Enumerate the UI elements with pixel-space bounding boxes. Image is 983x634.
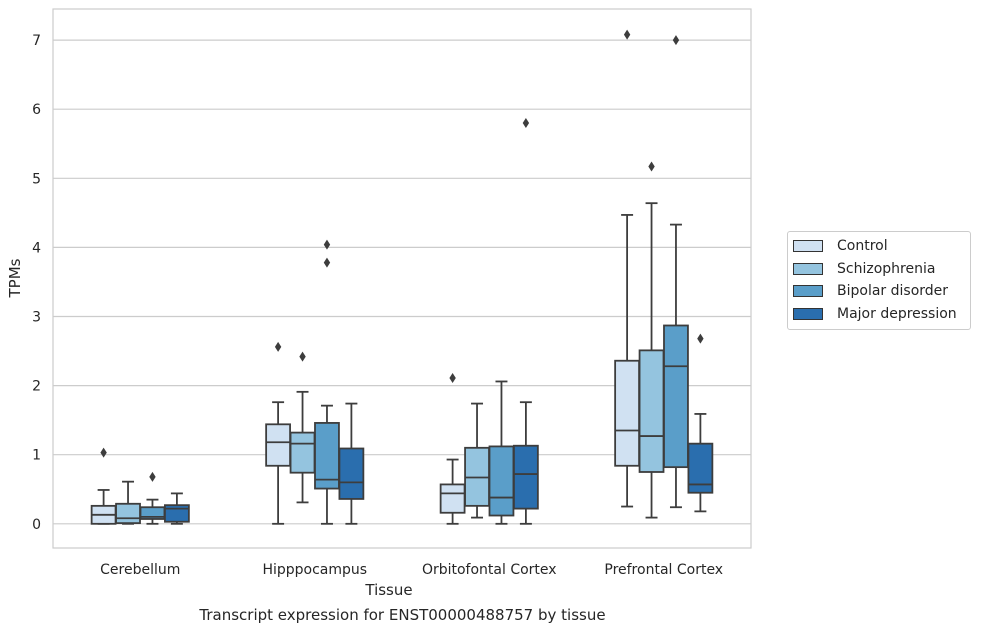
box-control xyxy=(90,447,117,525)
y-tick-label: 4 xyxy=(32,240,41,256)
legend-item: Control xyxy=(788,235,970,258)
legend-swatch xyxy=(793,285,823,298)
x-tick-label: Orbitofontal Cortex xyxy=(422,562,557,578)
legend-item: Bipolar disorder xyxy=(788,280,970,303)
box-major-depression xyxy=(687,333,714,513)
outlier-point xyxy=(323,257,331,268)
y-tick-label: 7 xyxy=(32,33,41,49)
x-tick-label: Prefrontal Cortex xyxy=(604,562,723,578)
box-iqr xyxy=(638,349,665,473)
y-tick-label: 3 xyxy=(32,310,41,326)
x-tick-label: Hipppocampus xyxy=(262,562,367,578)
outlier-point xyxy=(648,161,655,172)
box-iqr xyxy=(439,483,466,514)
box-schizophrenia xyxy=(289,351,316,504)
y-tick-labels: 0 1 2 3 4 5 6 7 xyxy=(32,33,41,533)
box-control xyxy=(439,373,466,525)
box-schizophrenia xyxy=(115,480,141,525)
y-tick-label: 1 xyxy=(32,448,41,464)
box-control xyxy=(265,341,291,525)
y-tick-label: 0 xyxy=(32,517,41,533)
legend-item: Major depression xyxy=(788,303,970,326)
box-schizophrenia xyxy=(638,161,665,519)
outlier-point xyxy=(623,29,631,40)
y-axis-label: TPMs xyxy=(6,258,24,298)
box-major-depression xyxy=(513,118,539,525)
legend-swatch xyxy=(793,307,823,320)
box-iqr xyxy=(289,431,316,474)
box-iqr xyxy=(687,442,714,494)
y-tick-label: 6 xyxy=(32,102,41,118)
outlier-point xyxy=(299,351,306,362)
box-major-depression xyxy=(164,492,190,525)
box-iqr xyxy=(164,504,190,523)
y-tick-label: 2 xyxy=(32,379,41,395)
x-tick-label: Cerebellum xyxy=(100,562,180,578)
legend-label: Bipolar disorder xyxy=(837,283,949,300)
box-bipolar-disorder xyxy=(139,471,166,525)
box-bipolar-disorder xyxy=(488,380,515,525)
box-iqr xyxy=(115,502,141,525)
outlier-point xyxy=(449,373,456,384)
legend: Control Schizophrenia Bipolar disorder Majo… xyxy=(787,231,971,330)
box-iqr xyxy=(338,447,365,500)
box-control xyxy=(614,29,640,508)
box-iqr xyxy=(663,324,689,469)
box-iqr xyxy=(513,444,539,510)
y-tick-label: 5 xyxy=(32,171,41,187)
box-groups xyxy=(90,29,714,525)
outlier-point xyxy=(522,118,530,129)
figure-caption: Transcript expression for ENST0000048875… xyxy=(199,606,606,624)
box-major-depression xyxy=(338,402,365,525)
legend-swatch xyxy=(793,262,823,275)
box-iqr xyxy=(488,445,515,517)
plot-frame xyxy=(52,8,752,549)
outlier-point xyxy=(323,239,331,250)
legend-label: Schizophrenia xyxy=(837,260,936,277)
outlier-point xyxy=(100,447,107,458)
x-axis-label: Tissue xyxy=(364,581,412,599)
legend-label: Major depression xyxy=(837,305,957,322)
gridlines xyxy=(53,39,751,525)
outlier-point xyxy=(672,35,680,46)
legend-item: Schizophrenia xyxy=(788,258,970,281)
x-tick-labels: Cerebellum Hipppocampus Orbitofontal Corte… xyxy=(100,562,723,578)
box-bipolar-disorder xyxy=(663,35,689,509)
outlier-point xyxy=(149,471,156,482)
box-iqr xyxy=(614,359,640,467)
box-schizophrenia xyxy=(464,402,490,519)
box-bipolar-disorder xyxy=(314,239,340,525)
outlier-point xyxy=(697,333,704,344)
legend-label: Control xyxy=(837,238,888,255)
box-iqr xyxy=(265,423,291,467)
legend-swatch xyxy=(793,240,823,253)
outlier-point xyxy=(274,341,282,352)
